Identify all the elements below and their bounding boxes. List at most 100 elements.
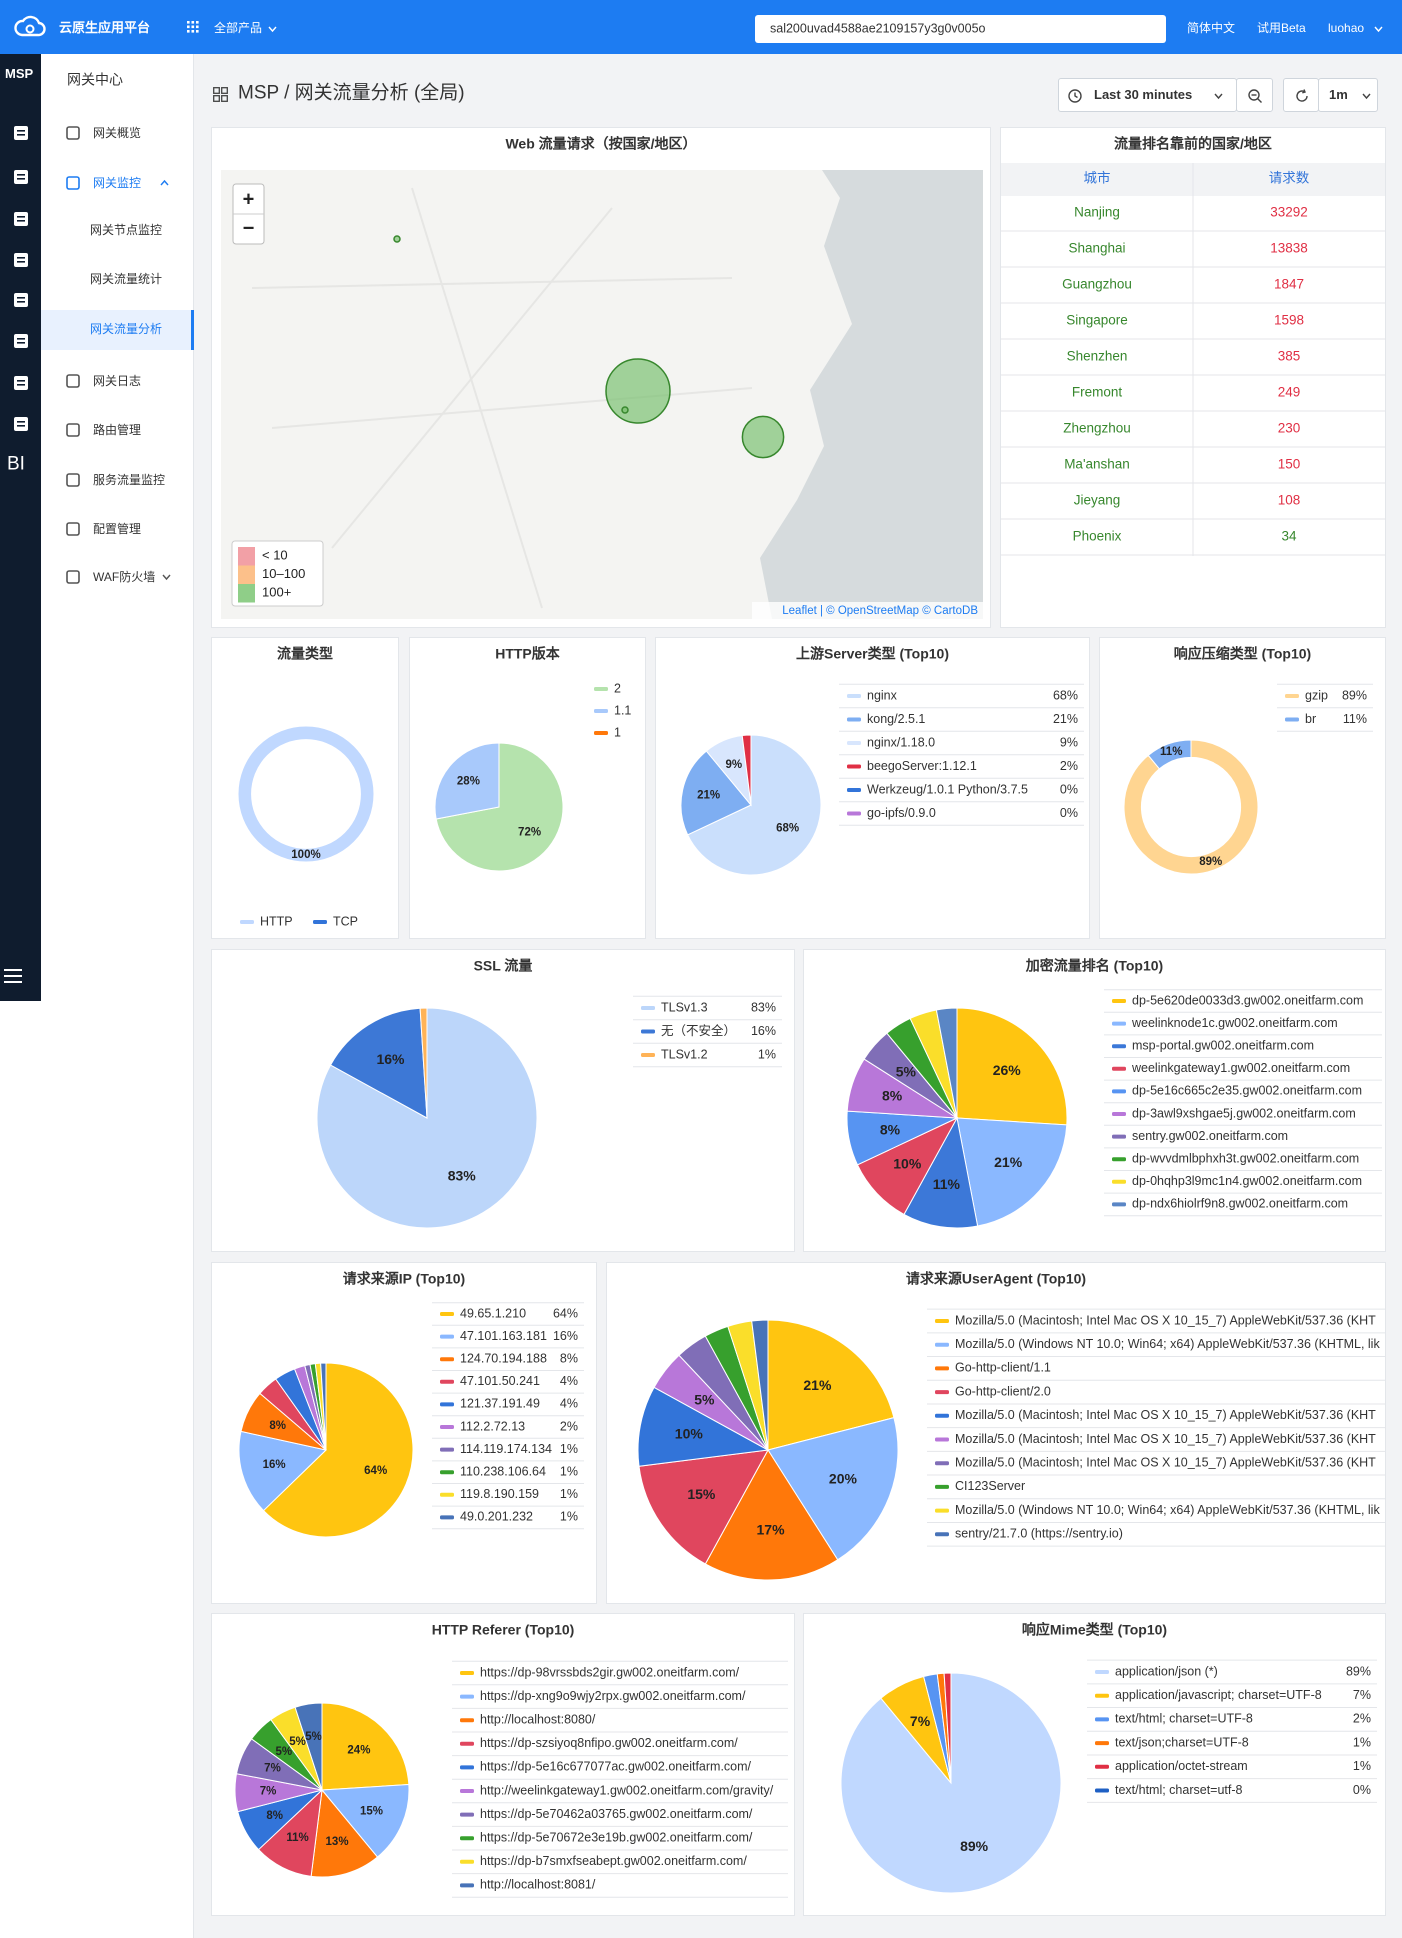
- legend-label[interactable]: 49.65.1.210: [460, 1306, 526, 1320]
- pie-slice[interactable]: [741, 734, 752, 806]
- legend-label[interactable]: Go-http-client/2.0: [955, 1384, 1051, 1398]
- pie-slice[interactable]: [320, 1784, 410, 1858]
- legend-label[interactable]: weelinknode1c.gw002.oneitfarm.com: [1131, 1016, 1338, 1030]
- legend-label[interactable]: text/json;charset=UTF-8: [1115, 1735, 1249, 1749]
- pie-slice[interactable]: [956, 1117, 1068, 1227]
- time-picker[interactable]: Last 30 minutes: [1058, 78, 1237, 112]
- beta[interactable]: 试用Beta: [1257, 20, 1306, 35]
- pie-slice[interactable]: [943, 1672, 952, 1784]
- legend-label[interactable]: 114.119.174.134: [460, 1442, 552, 1456]
- legend-label[interactable]: Mozilla/5.0 (Windows NT 10.0; Win64; x64…: [955, 1337, 1380, 1351]
- map-bubble[interactable]: [393, 235, 401, 243]
- nav-item[interactable]: WAF防火墙: [93, 569, 156, 584]
- products-icon[interactable]: [187, 21, 199, 33]
- legend-label[interactable]: msp-portal.gw002.oneitfarm.com: [1132, 1038, 1314, 1052]
- legend-label[interactable]: TLSv1.3: [661, 1000, 708, 1014]
- legend-label[interactable]: https://dp-5e70462a03765.gw002.oneitfarm…: [480, 1807, 753, 1821]
- zoom-in[interactable]: +: [243, 188, 255, 210]
- pie-slice[interactable]: [294, 1702, 323, 1791]
- pie-slice[interactable]: [704, 1449, 839, 1581]
- legend-label[interactable]: https://dp-5e70672e3e19b.gw002.oneitfarm…: [480, 1830, 753, 1844]
- legend-label[interactable]: kong/2.5.1: [867, 712, 925, 726]
- sidebar-icon[interactable]: [12, 168, 30, 186]
- legend-label[interactable]: 110.238.106.64: [460, 1464, 546, 1478]
- nav-item[interactable]: 网关概览: [93, 125, 142, 140]
- legend-label[interactable]: TLSv1.2: [661, 1047, 708, 1061]
- pie-slice[interactable]: [1147, 739, 1192, 770]
- legend-label[interactable]: dp-ndx6hiolrf9n8.gw002.oneitfarm.com: [1132, 1197, 1348, 1211]
- legend-label[interactable]: https://dp-5e16c677077ac.gw002.oneitfarm…: [480, 1760, 752, 1774]
- pie-slice[interactable]: [238, 1430, 328, 1512]
- sidebar-icon[interactable]: [12, 415, 30, 433]
- pie-slice[interactable]: [686, 734, 822, 876]
- legend-label[interactable]: https://dp-98vrssbds2gir.gw002.oneitfarm…: [480, 1665, 740, 1679]
- nav-item[interactable]: 网关日志: [93, 373, 142, 388]
- legend-label[interactable]: TCP: [333, 914, 358, 928]
- legend-label[interactable]: 119.8.190.159: [460, 1487, 539, 1501]
- pie-slice[interactable]: [434, 742, 500, 820]
- legend-label[interactable]: Mozilla/5.0 (Macintosh; Intel Mac OS X 1…: [955, 1408, 1376, 1422]
- legend-label[interactable]: https://dp-b7smxfseabept.gw002.oneitfarm…: [480, 1854, 747, 1868]
- nav-item[interactable]: 网关流量统计: [90, 271, 163, 286]
- pie-slice[interactable]: [956, 1007, 1068, 1126]
- legend-label[interactable]: 1.1: [614, 703, 631, 717]
- sidebar-icon[interactable]: [12, 374, 30, 392]
- legend-label[interactable]: text/html; charset=UTF-8: [1115, 1712, 1253, 1726]
- nav-item[interactable]: 服务流量监控: [93, 472, 166, 487]
- legend-label[interactable]: 1: [614, 725, 621, 739]
- legend-label[interactable]: http://localhost:8081/: [480, 1878, 596, 1892]
- zoom-out[interactable]: −: [243, 217, 255, 239]
- pie-slice[interactable]: [767, 1417, 899, 1561]
- legend-label[interactable]: go-ipfs/0.9.0: [867, 806, 936, 820]
- legend-label[interactable]: dp-5e620de0033d3.gw002.oneitfarm.com: [1132, 993, 1363, 1007]
- legend-label[interactable]: gzip: [1305, 688, 1328, 702]
- pie-slice[interactable]: [903, 1116, 979, 1229]
- legend-label[interactable]: Mozilla/5.0 (Macintosh; Intel Mac OS X 1…: [955, 1432, 1376, 1446]
- legend-label[interactable]: dp-wvvdmlbphxh3t.gw002.oneitfarm.com: [1132, 1151, 1359, 1165]
- legend-label[interactable]: nginx: [867, 688, 898, 702]
- legend-label[interactable]: beegoServer:1.12.1: [867, 759, 977, 773]
- legend-label[interactable]: 2: [614, 681, 621, 695]
- pie-slice[interactable]: [310, 1788, 379, 1878]
- legend-label[interactable]: 124.70.194.188: [460, 1351, 547, 1365]
- bi-link[interactable]: BI: [7, 453, 25, 475]
- pie-slice[interactable]: [262, 1362, 414, 1538]
- language[interactable]: 简体中文: [1187, 20, 1236, 35]
- legend-label[interactable]: Mozilla/5.0 (Macintosh; Intel Mac OS X 1…: [955, 1313, 1376, 1327]
- legend-label[interactable]: nginx/1.18.0: [867, 735, 935, 749]
- column-header[interactable]: 请求数: [1269, 171, 1310, 186]
- menu-icon[interactable]: [4, 967, 24, 983]
- search-box[interactable]: sal200uvad4588ae2109157y3g0v005o: [755, 15, 1166, 43]
- pie-slice[interactable]: [419, 1007, 428, 1119]
- legend-label[interactable]: CI123Server: [955, 1479, 1025, 1493]
- sidebar-icon[interactable]: [12, 332, 30, 350]
- legend-label[interactable]: http://localhost:8080/: [480, 1712, 596, 1726]
- refresh-button[interactable]: [1283, 78, 1319, 112]
- nav-item[interactable]: 路由管理: [93, 422, 142, 437]
- legend-label[interactable]: br: [1305, 712, 1316, 726]
- column-header[interactable]: 城市: [1084, 170, 1111, 186]
- legend-label[interactable]: 49.0.201.232: [460, 1510, 533, 1524]
- legend-label[interactable]: dp-3awl9xshgae5j.gw002.oneitfarm.com: [1132, 1106, 1356, 1120]
- legend-label[interactable]: weelinkgateway1.gw002.oneitfarm.com: [1131, 1061, 1350, 1075]
- nav-item[interactable]: 网关节点监控: [90, 222, 163, 237]
- legend-label[interactable]: https://dp-szsiyoq8nfipo.gw002.oneitfarm…: [480, 1736, 738, 1750]
- nav-item[interactable]: 配置管理: [93, 521, 142, 536]
- legend-label[interactable]: application/json (*): [1115, 1664, 1218, 1678]
- legend-label[interactable]: text/html; charset=utf-8: [1115, 1783, 1243, 1797]
- sidebar-icon[interactable]: [12, 124, 30, 142]
- pie-slice[interactable]: [680, 750, 752, 836]
- pie-slice[interactable]: [935, 1007, 958, 1119]
- legend-label[interactable]: http://weelinkgateway1.gw002.oneitfarm.c…: [480, 1783, 774, 1797]
- pie-slice[interactable]: [751, 1319, 769, 1451]
- pie-slice[interactable]: [435, 742, 564, 872]
- legend-label[interactable]: Go-http-client/1.1: [955, 1361, 1051, 1375]
- legend-label[interactable]: 47.101.50.241: [460, 1374, 540, 1388]
- map-bubble[interactable]: [741, 415, 785, 459]
- sidebar-icon[interactable]: [12, 251, 30, 269]
- pie-slice[interactable]: [320, 1362, 327, 1451]
- pie-slice[interactable]: [329, 1007, 428, 1119]
- legend-label[interactable]: HTTP: [260, 914, 293, 928]
- map-bubble[interactable]: [605, 358, 671, 424]
- legend-label[interactable]: 112.2.72.13: [460, 1419, 525, 1433]
